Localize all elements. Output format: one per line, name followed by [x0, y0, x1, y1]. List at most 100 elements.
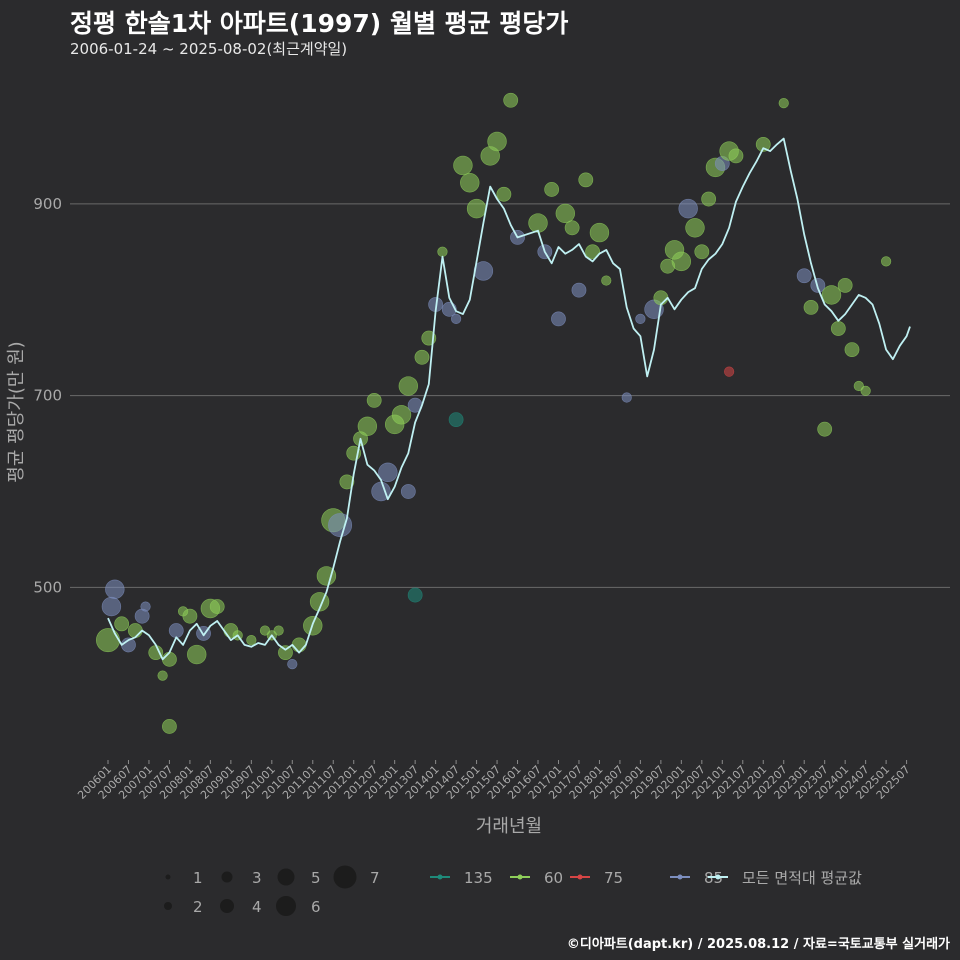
page-subtitle: 2006-01-24 ~ 2025-08-02(최근계약일) — [70, 40, 348, 58]
data-point-85 — [451, 313, 462, 325]
y-tick-label: 500 — [33, 578, 62, 596]
data-point-60 — [278, 645, 293, 661]
data-point-60 — [96, 628, 121, 653]
data-point-60 — [246, 635, 257, 646]
data-point-85 — [101, 596, 122, 617]
size-legend-marker — [333, 865, 357, 889]
size-legend-marker — [276, 896, 296, 916]
data-point-60 — [157, 670, 168, 681]
data-point-85 — [105, 579, 125, 600]
data-point-60 — [316, 566, 337, 586]
data-point-60 — [273, 625, 284, 636]
data-point-60 — [821, 285, 842, 305]
data-point-60 — [391, 405, 412, 425]
data-point-60 — [685, 218, 705, 238]
size-legend-label: 6 — [311, 898, 321, 916]
data-point-60 — [653, 290, 669, 306]
size-legend-marker — [277, 868, 295, 886]
data-point-75 — [724, 366, 735, 377]
color-legend-dot — [677, 874, 683, 880]
gridlines — [70, 203, 950, 588]
data-point-60 — [564, 220, 580, 236]
data-point-85 — [328, 513, 353, 538]
size-legend: 1 2 3 4 5 6 7 — [164, 865, 380, 916]
data-point-60 — [503, 92, 519, 108]
size-legend-label: 5 — [311, 869, 321, 887]
data-point-60 — [357, 416, 378, 437]
data-point-60 — [114, 616, 130, 632]
color-legend-dot — [517, 874, 523, 880]
data-point-85 — [400, 484, 416, 499]
data-point-85 — [678, 198, 698, 219]
data-point-60 — [339, 474, 355, 490]
data-point-60 — [187, 644, 207, 665]
size-legend-label: 4 — [252, 898, 262, 916]
data-point-60 — [830, 321, 846, 336]
color-legend-label: 135 — [464, 869, 493, 887]
data-point-60 — [701, 191, 717, 207]
average-line — [107, 137, 911, 661]
y-tick-label: 900 — [33, 195, 62, 213]
data-point-60 — [437, 246, 448, 257]
data-point-60 — [291, 637, 307, 653]
x-axis-label: 거래년월 — [476, 816, 542, 837]
data-point-60 — [671, 251, 692, 272]
size-legend-label: 1 — [193, 869, 203, 887]
data-point-85 — [796, 268, 812, 284]
data-point-60 — [585, 244, 601, 260]
data-point-60 — [844, 342, 860, 357]
data-point-135 — [448, 412, 464, 427]
color-legend-dot — [577, 874, 583, 880]
size-legend-label: 2 — [193, 898, 203, 916]
data-point-60 — [755, 136, 771, 152]
data-point-60 — [837, 277, 853, 293]
data-point-60 — [453, 155, 473, 176]
color-legend: 135 60 75 85 모든 면적대 평균값 — [430, 869, 862, 887]
data-point-60 — [778, 98, 789, 109]
color-legend-label: 75 — [604, 869, 623, 887]
data-point-60 — [414, 349, 430, 365]
data-point-60 — [366, 393, 382, 408]
data-point-60 — [496, 186, 512, 202]
size-legend-marker — [220, 899, 234, 913]
data-point-85 — [551, 311, 566, 327]
color-legend-dot — [715, 874, 721, 880]
data-point-60 — [860, 385, 871, 396]
data-point-60 — [601, 275, 612, 286]
size-legend-marker — [221, 871, 233, 883]
data-point-60 — [589, 222, 610, 243]
color-legend-label: 60 — [544, 869, 563, 887]
data-point-85 — [287, 659, 298, 670]
data-points — [96, 92, 892, 734]
data-point-85 — [168, 623, 184, 638]
data-point-60 — [162, 651, 177, 667]
data-point-60 — [528, 213, 548, 233]
data-point-85 — [378, 462, 398, 483]
data-point-60 — [162, 719, 177, 734]
size-legend-marker — [165, 874, 171, 880]
data-point-85 — [571, 282, 587, 298]
data-point-60 — [803, 299, 819, 315]
data-point-60 — [398, 376, 419, 396]
color-legend-label: 모든 면적대 평균값 — [742, 869, 862, 887]
data-point-85 — [621, 392, 632, 403]
average-line-group — [107, 137, 911, 661]
size-legend-label: 7 — [370, 869, 380, 887]
data-point-60 — [694, 244, 710, 260]
data-point-60 — [466, 198, 487, 219]
color-legend-dot — [437, 874, 443, 880]
data-point-60 — [555, 203, 576, 224]
data-point-85 — [140, 601, 151, 612]
x-axis-ticks: 2006012006072007012007072008012008072009… — [75, 760, 913, 802]
data-point-60 — [182, 608, 198, 624]
page-title: 정평 한솔1차 아파트(1997) 월별 평균 평당가 — [70, 9, 569, 38]
data-point-60 — [881, 256, 892, 267]
data-point-60 — [817, 421, 833, 437]
source-caption: ©디아파트(dapt.kr) / 2025.08.12 / 자료=국토교통부 실… — [566, 937, 950, 952]
y-axis-label: 평균 평당가(만 원) — [6, 341, 27, 482]
data-point-60 — [209, 599, 225, 614]
y-tick-label: 700 — [33, 387, 62, 405]
data-point-135 — [407, 587, 423, 603]
data-point-60 — [460, 173, 480, 193]
